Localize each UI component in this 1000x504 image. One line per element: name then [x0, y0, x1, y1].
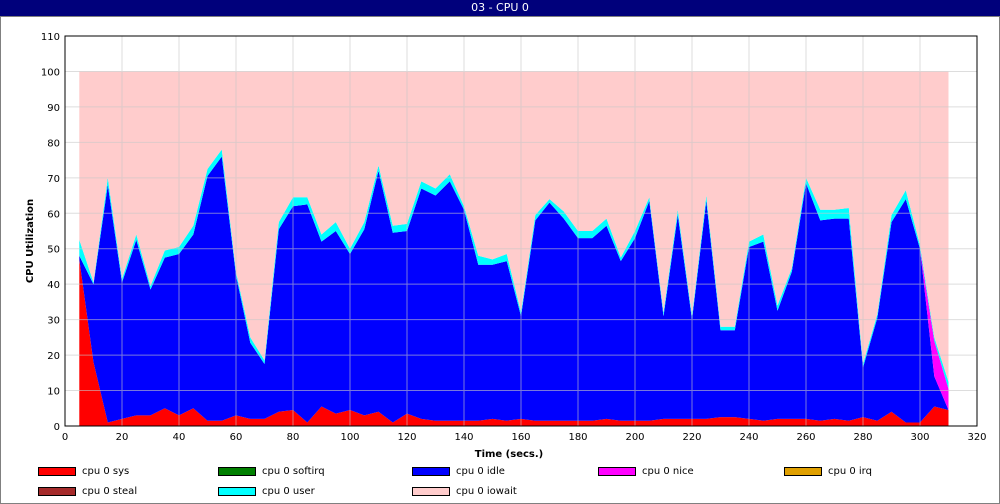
x-tick-label: 0 — [62, 432, 68, 443]
legend-swatch — [218, 486, 256, 496]
y-tick-label: 100 — [41, 67, 60, 78]
x-tick-label: 280 — [853, 432, 872, 443]
legend-item: cpu 0 irq — [784, 466, 872, 478]
x-tick-label: 300 — [910, 432, 929, 443]
y-tick-label: 60 — [47, 209, 60, 220]
y-tick-label: 10 — [47, 387, 60, 398]
grid-lines — [64, 35, 978, 427]
x-tick-label: 180 — [568, 432, 587, 443]
chart-panel: 0 20 40 60 80 100 120 140 160 180 200 220 240 260 280 3… — [0, 16, 1000, 504]
area-series-group — [79, 71, 949, 426]
legend-item: cpu 0 idle — [412, 466, 505, 478]
stacked-area-chart: 0 20 40 60 80 100 120 140 160 180 200 220 240 260 280 3… — [25, 32, 987, 460]
window-title: 03 - CPU 0 — [471, 1, 529, 14]
legend-label: cpu 0 irq — [828, 466, 872, 477]
legend-item: cpu 0 iowait — [412, 486, 517, 498]
x-axis-ticks: 0 20 40 60 80 100 120 140 160 180 200 220 240 260 280 3… — [62, 432, 987, 443]
x-tick-label: 120 — [397, 432, 416, 443]
x-tick-label: 240 — [739, 432, 758, 443]
legend-swatch — [38, 466, 76, 476]
legend-swatch — [218, 466, 256, 476]
y-tick-label: 110 — [41, 32, 60, 43]
y-tick-label: 80 — [47, 138, 60, 149]
x-tick-label: 220 — [682, 432, 701, 443]
x-tick-label: 320 — [967, 432, 986, 443]
x-tick-label: 40 — [173, 432, 186, 443]
x-tick-label: 80 — [287, 432, 300, 443]
x-tick-label: 260 — [796, 432, 815, 443]
area-cpu-0-idle — [79, 156, 949, 423]
legend-label: cpu 0 idle — [456, 466, 505, 477]
area-cpu-0-sys — [79, 259, 949, 426]
y-tick-label: 0 — [54, 422, 60, 433]
plot-border — [64, 35, 978, 427]
area-cpu-0-user — [79, 149, 949, 389]
area-cpu-0-iowait — [79, 71, 949, 382]
y-tick-label: 30 — [47, 316, 60, 327]
y-tick-label: 20 — [47, 351, 60, 362]
y-tick-label: 90 — [47, 103, 60, 114]
y-axis-ticks: 0 10 20 30 40 50 60 70 80 90 100 110 — [41, 32, 60, 433]
legend-item: cpu 0 sys — [38, 466, 129, 478]
legend-item: cpu 0 user — [218, 486, 315, 498]
legend-swatch — [412, 486, 450, 496]
legend-swatch — [38, 486, 76, 496]
legend-label: cpu 0 sys — [82, 466, 130, 477]
legend-label: cpu 0 iowait — [456, 486, 517, 497]
x-axis-label: Time (secs.) — [475, 449, 544, 460]
legend-item: cpu 0 nice — [598, 466, 694, 478]
legend-swatch — [412, 466, 450, 476]
y-axis-label: CPU Utilization — [25, 199, 36, 283]
x-tick-label: 60 — [230, 432, 243, 443]
x-tick-label: 20 — [116, 432, 129, 443]
x-tick-label: 200 — [625, 432, 644, 443]
y-tick-label: 70 — [47, 174, 60, 185]
legend-item: cpu 0 steal — [38, 486, 137, 498]
x-tick-label: 100 — [340, 432, 359, 443]
legend-label: cpu 0 steal — [82, 486, 138, 497]
legend-swatch — [598, 466, 636, 476]
y-tick-label: 50 — [47, 245, 60, 256]
legend-label: cpu 0 softirq — [262, 466, 325, 477]
legend-swatch — [784, 466, 822, 476]
legend-item: cpu 0 softirq — [218, 466, 325, 478]
window-title-bar: 03 - CPU 0 — [0, 0, 1000, 16]
x-tick-label: 140 — [454, 432, 473, 443]
legend-label: cpu 0 nice — [642, 466, 694, 477]
x-tick-label: 160 — [511, 432, 530, 443]
legend-label: cpu 0 user — [262, 486, 315, 497]
y-tick-label: 40 — [47, 280, 60, 291]
